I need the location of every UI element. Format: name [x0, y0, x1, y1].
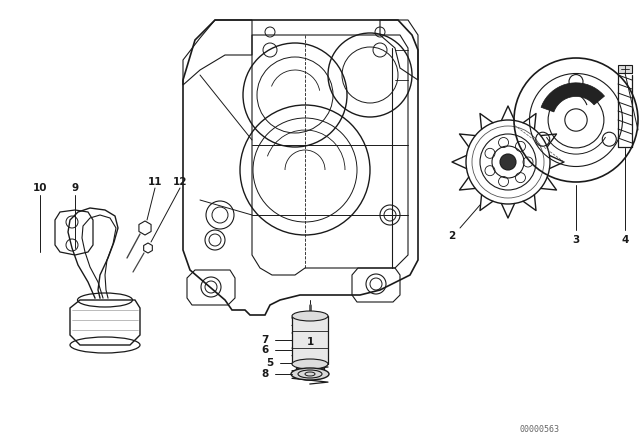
- Ellipse shape: [298, 314, 322, 322]
- Polygon shape: [541, 83, 605, 112]
- Text: 2: 2: [449, 231, 456, 241]
- Text: 4: 4: [621, 235, 628, 245]
- Ellipse shape: [296, 346, 324, 354]
- Text: 11: 11: [148, 177, 163, 187]
- Text: 7: 7: [261, 335, 269, 345]
- Bar: [292, 316, 328, 364]
- Ellipse shape: [291, 368, 329, 380]
- Polygon shape: [143, 243, 152, 253]
- Ellipse shape: [297, 327, 323, 336]
- Text: 8: 8: [261, 369, 269, 379]
- Text: 00000563: 00000563: [520, 426, 560, 435]
- Text: 12: 12: [173, 177, 188, 187]
- Polygon shape: [139, 221, 151, 235]
- Text: 1: 1: [307, 337, 314, 347]
- Bar: [296, 350, 324, 376]
- Circle shape: [500, 154, 516, 170]
- Text: 3: 3: [572, 235, 580, 245]
- Text: 10: 10: [33, 183, 47, 193]
- Ellipse shape: [296, 372, 324, 380]
- Text: 6: 6: [261, 345, 269, 355]
- Ellipse shape: [292, 311, 328, 321]
- Text: 5: 5: [266, 358, 274, 368]
- Ellipse shape: [292, 359, 328, 369]
- Text: 9: 9: [72, 183, 79, 193]
- Bar: [618, 65, 632, 73]
